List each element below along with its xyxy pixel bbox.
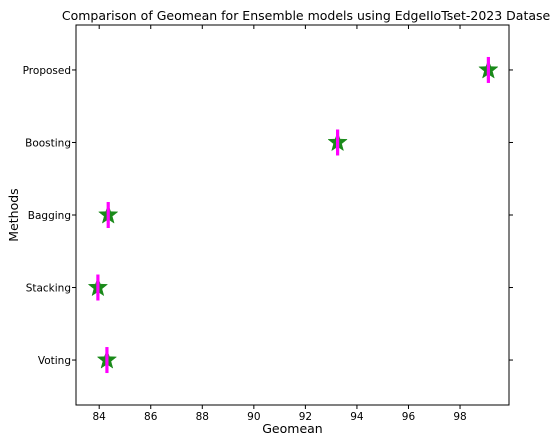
- y-tick-label: Voting: [38, 355, 71, 367]
- y-tick-label: Proposed: [23, 65, 71, 77]
- x-tick-label: 90: [247, 411, 260, 423]
- x-tick-label: 96: [402, 411, 416, 423]
- plot-area: 84 86 88 90 92 94 96 98 Voting Stacking Bagging Boo…: [23, 24, 513, 423]
- x-tick-label: 86: [144, 411, 158, 423]
- chart-title: Comparison of Geomean for Ensemble model…: [62, 8, 550, 23]
- y-tick-label: Bagging: [28, 210, 71, 222]
- x-tick-label: 98: [453, 411, 466, 423]
- y-tick-label: Stacking: [26, 283, 71, 295]
- x-tick-label: 94: [350, 411, 364, 423]
- x-tick-label: 84: [93, 411, 107, 423]
- x-axis-label: Geomean: [262, 421, 322, 436]
- x-tick-label: 88: [196, 411, 209, 423]
- plot-frame: [75, 24, 510, 406]
- x-tick-label: 92: [299, 411, 312, 423]
- y-tick-label: Boosting: [25, 137, 71, 149]
- y-axis-label: Methods: [6, 188, 21, 241]
